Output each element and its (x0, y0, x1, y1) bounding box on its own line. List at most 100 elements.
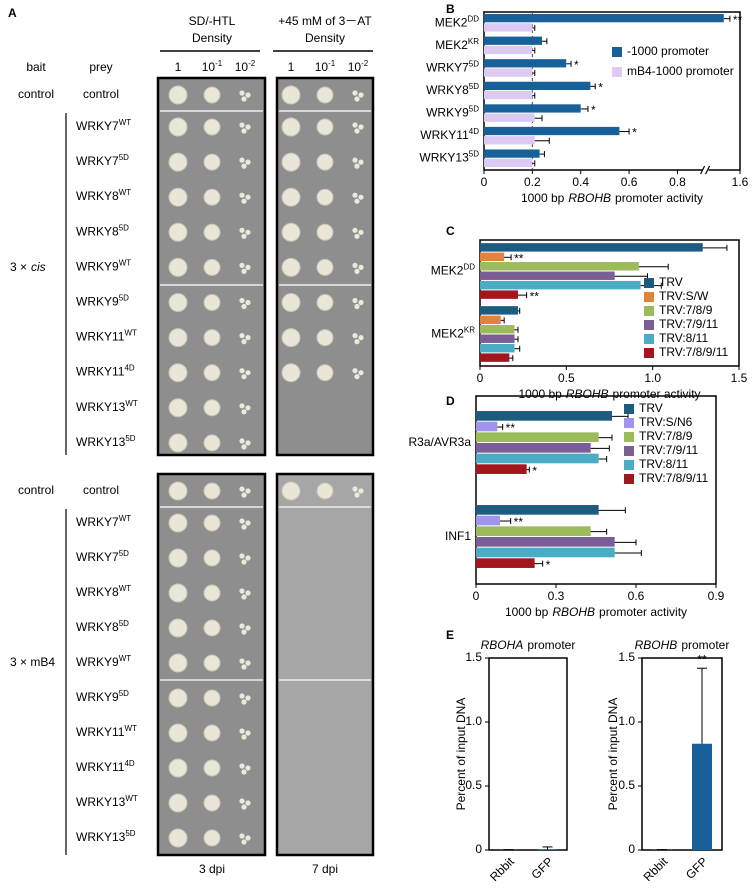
colony (352, 122, 358, 128)
prey-label: WRKY7WT (76, 118, 131, 134)
prey-label-part: WT (125, 794, 138, 803)
legend-label: TRV:7/9/11 (659, 317, 718, 331)
colony (354, 198, 360, 204)
prey-label-part: 5D (119, 619, 129, 628)
colony (245, 299, 251, 306)
category-label-part: 5D (469, 82, 479, 91)
colony (358, 159, 364, 165)
colony (203, 153, 221, 171)
bar (476, 411, 612, 421)
colony (354, 492, 360, 498)
colony (245, 660, 251, 666)
bar (484, 23, 533, 32)
colony (316, 482, 334, 500)
colony (354, 233, 360, 239)
prey-label: control (83, 87, 119, 101)
colony (358, 92, 364, 98)
colony (239, 623, 245, 629)
legend-label: -1000 promoter (627, 44, 709, 58)
colony (241, 839, 247, 845)
colony (241, 233, 247, 239)
bar (692, 743, 712, 850)
y-tick-label: 0.5 (465, 778, 482, 792)
dilution-label-part: 10 (315, 60, 329, 74)
colony (245, 800, 251, 806)
colony (245, 695, 251, 701)
colony (241, 524, 247, 530)
category-label-part: WRKY9 (426, 106, 469, 120)
chart-title-part: RBOHA (481, 638, 524, 652)
colony (168, 481, 188, 501)
bar (476, 558, 535, 568)
colony (239, 192, 245, 198)
prey-label: WRKY85D (76, 619, 129, 635)
prey-label: WRKY75D (76, 549, 129, 565)
colony (241, 594, 247, 600)
bar (476, 421, 498, 432)
prey-label-part: WRKY7 (76, 550, 119, 564)
colony (316, 223, 334, 241)
colony (241, 664, 247, 670)
x-tick-label: 0.2 (524, 175, 541, 189)
legend-swatch (644, 278, 654, 288)
colony (239, 122, 245, 128)
legend-swatch (624, 474, 634, 484)
colony (354, 339, 360, 345)
bar (476, 432, 599, 442)
bar (484, 68, 533, 77)
colony (168, 187, 188, 207)
colony (239, 798, 245, 804)
significance: * (632, 126, 637, 140)
colony (241, 339, 247, 345)
colony (358, 194, 364, 200)
significance: * (574, 58, 579, 72)
colony (241, 629, 247, 635)
x-tick-label: 0.8 (669, 175, 686, 189)
legend-label: TRV:8/11 (639, 457, 688, 471)
legend-label: TRV (639, 401, 663, 415)
prey-label-part: WT (119, 654, 132, 663)
colony (239, 658, 245, 664)
colony (203, 86, 221, 104)
x-tick-label: 0 (481, 175, 488, 189)
colony (203, 258, 221, 276)
colony (239, 333, 245, 339)
colony (281, 481, 301, 501)
prey-label-part: 5D (125, 829, 135, 838)
legend-swatch (624, 432, 634, 442)
colony (245, 730, 251, 736)
colony (245, 264, 251, 270)
significance: * (598, 81, 603, 95)
colony (354, 128, 360, 134)
y-tick-label: 0 (475, 842, 482, 856)
dilution-label-part: 10 (235, 60, 249, 74)
category-label-part: 5D (469, 104, 479, 113)
prey-label: WRKY135D (76, 434, 136, 450)
prey-label: WRKY11WT (76, 724, 137, 740)
prey-label-part: WRKY8 (76, 585, 119, 599)
bait-label: 3 × mB4 (10, 655, 55, 669)
prey-label-part: WRKY13 (76, 830, 126, 844)
colony (245, 92, 251, 98)
prey-label-part: WRKY8 (76, 224, 119, 238)
colony (354, 96, 360, 102)
colony (168, 688, 188, 708)
bar (476, 443, 591, 453)
colony (239, 486, 245, 492)
condition-title: SD/-HTL (189, 14, 236, 28)
dilution-label-part: 1 (288, 60, 295, 74)
prey-label-part: WRKY11 (76, 760, 125, 774)
colony (203, 364, 221, 382)
legend-label: TRV:7/9/11 (639, 443, 698, 457)
x-tick-label: 1.0 (644, 371, 661, 385)
y-axis-title: Percent of input DNA (606, 698, 620, 811)
dilution-label-part: -1 (215, 59, 223, 68)
dilution-label-part: -1 (328, 59, 336, 68)
y-tick-label: 0.5 (618, 778, 635, 792)
bar (480, 262, 639, 271)
colony (352, 368, 358, 374)
prey-label-part: WRKY7 (76, 515, 119, 529)
significance: ** (530, 289, 540, 303)
prey-label-part: WT (124, 724, 137, 733)
colony (316, 188, 334, 206)
